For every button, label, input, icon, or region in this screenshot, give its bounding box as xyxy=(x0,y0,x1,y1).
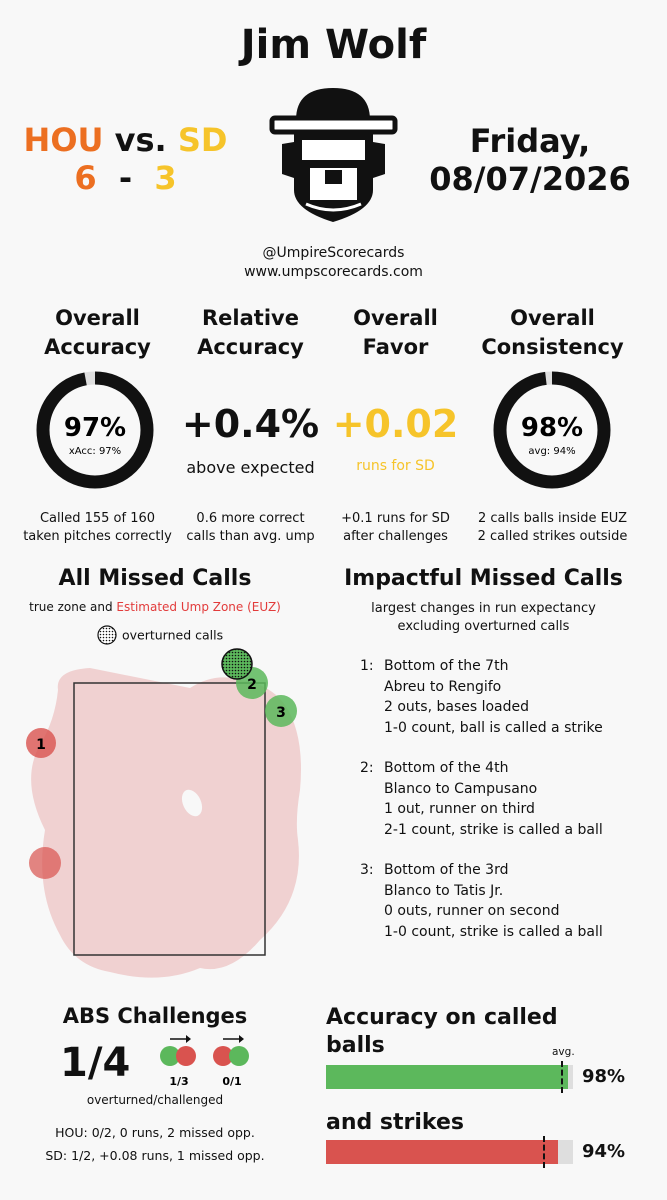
vs-label: vs. xyxy=(114,121,167,159)
game-date: 08/07/2026 xyxy=(429,160,631,198)
relative-accuracy-desc: 0.6 more correct calls than avg. ump xyxy=(186,511,315,544)
impactful-item: 2: Bottom of the 4th Blanco to Campusano… xyxy=(360,760,603,838)
consistency-avg: avg: 94% xyxy=(528,446,575,457)
euz-region xyxy=(31,668,301,978)
called-balls-pct: 98% xyxy=(582,1066,626,1087)
away-score: 6 xyxy=(74,159,97,197)
missed-call-3 xyxy=(265,695,297,727)
home-score: 3 xyxy=(154,159,177,197)
relative-accuracy-title: Relative Accuracy xyxy=(197,306,304,359)
umpire-name: Jim Wolf xyxy=(240,22,427,68)
matchup-teams: HOU vs. SD xyxy=(18,122,233,158)
consistency-donut: 98% avg: 94% xyxy=(493,371,611,489)
missed-call-1 xyxy=(26,728,56,758)
called-strikes-bar-fill xyxy=(326,1140,559,1164)
consistency-desc: 2 calls balls inside EUZ 2 called strikes… xyxy=(477,511,628,544)
impactful-subtitle: largest changes in run expectancy excludi… xyxy=(371,601,596,634)
accuracy-desc: Called 155 of 160 taken pitches correctly xyxy=(23,511,172,544)
consistency-value: 98% xyxy=(521,413,583,443)
accuracy-title: Overall Accuracy xyxy=(44,306,151,359)
called-strikes-pct: 94% xyxy=(582,1141,626,1162)
away-team: HOU xyxy=(23,121,104,159)
favor-desc: +0.1 runs for SD after challenges xyxy=(341,511,450,544)
missed-call-3-label: 3 xyxy=(276,705,286,721)
accuracy-value: 97% xyxy=(64,413,126,443)
called-balls-bar-fill xyxy=(326,1065,569,1089)
website-link[interactable]: www.umpscorecards.com xyxy=(244,264,423,280)
relative-accuracy-value: +0.4% xyxy=(181,402,320,446)
euz-label: Estimated Ump Zone (EUZ) xyxy=(116,600,281,614)
favor-value: +0.02 xyxy=(332,402,459,446)
missed-call-4 xyxy=(29,847,61,879)
matchup-score: 6 - 3 xyxy=(18,160,233,196)
abs-ball-to-strike-icon: 0/1 xyxy=(213,1035,249,1088)
abs-ratio-1: 1/3 xyxy=(169,1075,188,1088)
abs-overall: 1/4 xyxy=(60,1040,131,1086)
overturned-legend-icon xyxy=(97,625,117,645)
accuracy-xacc: xAcc: 97% xyxy=(69,446,121,457)
called-balls-avg-marker xyxy=(560,1061,563,1093)
impactful-item: 3: Bottom of the 3rd Blanco to Tatis Jr.… xyxy=(360,862,603,940)
missed-call-1-label: 1 xyxy=(36,737,46,753)
abs-strike-to-ball-icon: 1/3 xyxy=(160,1035,196,1088)
favor-title: Overall Favor xyxy=(353,306,438,359)
abs-challenge-icons: 1/3 0/1 xyxy=(160,1035,249,1088)
called-strikes-title: and strikes xyxy=(326,1110,464,1135)
social-handle: @UmpireScorecards xyxy=(262,245,405,261)
overturned-legend: overturned calls xyxy=(96,624,223,645)
called-balls-title: Accuracy on called balls xyxy=(326,1005,558,1058)
consistency-title: Overall Consistency xyxy=(481,306,624,359)
home-team: SD xyxy=(177,121,228,159)
impactful-title: Impactful Missed Calls xyxy=(344,566,623,591)
accuracy-donut: 97% xAcc: 97% xyxy=(36,371,154,489)
missed-calls-subtitle: true zone and Estimated Ump Zone (EUZ) xyxy=(29,600,281,614)
true-strike-zone xyxy=(73,682,266,956)
called-balls-bar xyxy=(326,1061,573,1093)
missed-call-2-label: 2 xyxy=(247,677,257,693)
avg-label: avg. xyxy=(552,1046,575,1058)
abs-sd-line: SD: 1/2, +0.08 runs, 1 missed opp. xyxy=(45,1148,265,1163)
called-strikes-avg-marker xyxy=(543,1136,546,1168)
called-strikes-bar xyxy=(326,1136,573,1168)
impactful-item: 1: Bottom of the 7th Abreu to Rengifo 2 … xyxy=(360,658,603,736)
missed-calls-title: All Missed Calls xyxy=(58,566,252,591)
favor-sub: runs for SD xyxy=(356,458,435,474)
abs-title: ABS Challenges xyxy=(62,1004,248,1028)
abs-hou-line: HOU: 0/2, 0 runs, 2 missed opp. xyxy=(55,1125,255,1140)
umpire-mask-icon xyxy=(269,88,398,222)
relative-accuracy-sub: above expected xyxy=(186,458,315,477)
abs-subtitle: overturned/challenged xyxy=(86,1093,224,1107)
strike-zone-plot: 1 2 3 xyxy=(26,648,301,978)
abs-ratio-2: 0/1 xyxy=(222,1075,241,1088)
euz-hole xyxy=(181,789,203,817)
game-day: Friday, xyxy=(469,122,591,160)
score-dash: - xyxy=(118,159,133,197)
